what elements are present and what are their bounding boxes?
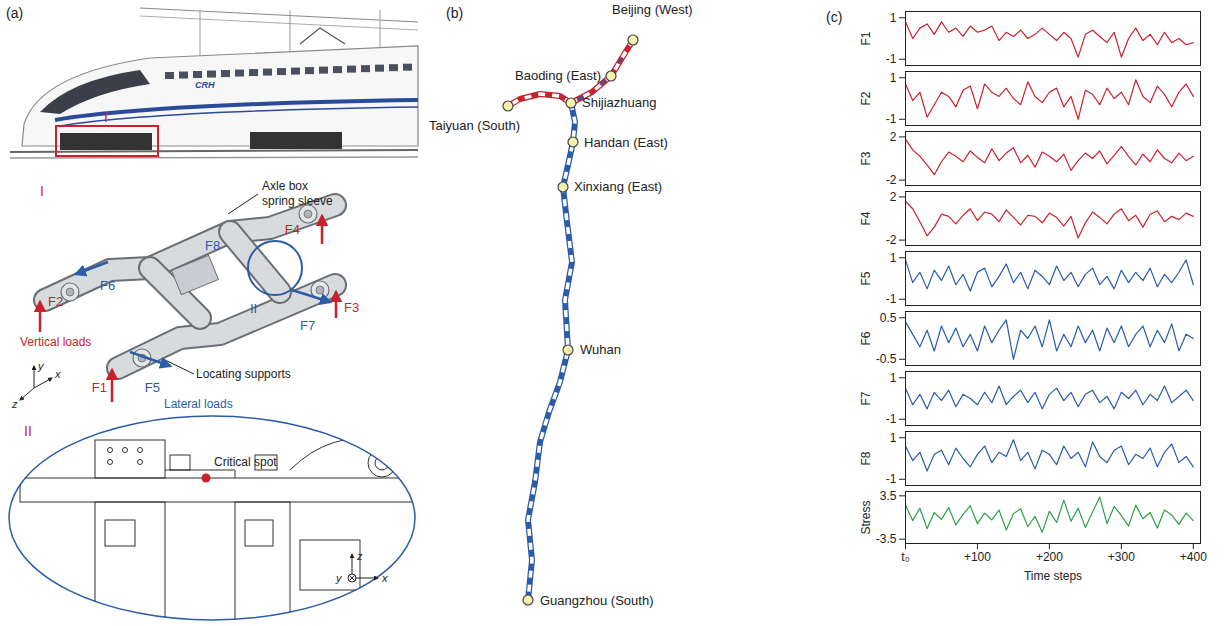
svg-text:II: II	[250, 301, 257, 316]
svg-text:F2: F2	[48, 294, 63, 309]
svg-text:F1: F1	[859, 31, 873, 45]
svg-text:Taiyuan (South): Taiyuan (South)	[429, 118, 520, 133]
svg-text:+100: +100	[964, 550, 991, 564]
svg-text:Critical spot: Critical spot	[214, 455, 277, 469]
svg-text:1: 1	[890, 431, 897, 445]
svg-text:Wuhan: Wuhan	[580, 342, 621, 357]
svg-text:F2: F2	[859, 91, 873, 105]
svg-text:-2: -2	[886, 173, 897, 187]
svg-text:1: 1	[890, 371, 897, 385]
svg-text:-1: -1	[886, 292, 897, 306]
svg-text:Baoding (East): Baoding (East)	[515, 68, 601, 83]
svg-text:Vertical loads: Vertical loads	[20, 335, 91, 349]
svg-text:F6: F6	[859, 331, 873, 345]
svg-text:-2: -2	[886, 233, 897, 247]
svg-text:Beijing (West): Beijing (West)	[612, 2, 693, 17]
svg-text:1: 1	[890, 251, 897, 265]
svg-text:Guangzhou (South): Guangzhou (South)	[540, 593, 653, 608]
svg-text:(a): (a)	[6, 5, 23, 21]
svg-text:z: z	[356, 550, 363, 562]
svg-text:-1: -1	[886, 472, 897, 486]
svg-text:(b): (b)	[446, 5, 463, 21]
svg-text:+300: +300	[1108, 550, 1135, 564]
svg-text:Axle box: Axle box	[262, 179, 308, 193]
svg-text:Stress: Stress	[859, 500, 873, 534]
svg-text:Time steps: Time steps	[1024, 569, 1082, 583]
svg-text:II: II	[24, 423, 32, 439]
svg-text:F4: F4	[859, 211, 873, 225]
svg-text:Locating supports: Locating supports	[196, 367, 291, 381]
svg-text:x: x	[54, 368, 61, 380]
svg-text:F3: F3	[859, 151, 873, 165]
svg-text:F5: F5	[145, 380, 160, 395]
svg-text:+200: +200	[1036, 550, 1063, 564]
svg-text:I: I	[104, 109, 108, 125]
svg-text:I: I	[40, 183, 44, 199]
svg-text:F4: F4	[285, 222, 300, 237]
svg-text:F1: F1	[92, 380, 107, 395]
svg-text:z: z	[11, 398, 18, 410]
svg-text:-0.5: -0.5	[876, 352, 897, 366]
svg-text:spring sleeve: spring sleeve	[262, 194, 333, 208]
svg-text:t₀: t₀	[901, 550, 909, 564]
svg-text:1: 1	[890, 71, 897, 85]
svg-text:x: x	[381, 572, 388, 584]
svg-text:2: 2	[890, 130, 897, 144]
svg-text:F7: F7	[300, 318, 315, 333]
svg-text:3.5: 3.5	[880, 489, 897, 503]
svg-text:Handan (East): Handan (East)	[584, 135, 668, 150]
svg-text:F3: F3	[344, 300, 359, 315]
svg-text:CRH: CRH	[195, 80, 215, 90]
svg-text:-1: -1	[886, 112, 897, 126]
svg-text:Shijiazhuang: Shijiazhuang	[582, 95, 656, 110]
svg-text:Lateral loads: Lateral loads	[164, 397, 233, 411]
svg-text:F6: F6	[100, 278, 115, 293]
svg-text:F8: F8	[205, 238, 220, 253]
svg-text:-1: -1	[886, 412, 897, 426]
svg-text:(c): (c)	[826, 9, 842, 25]
svg-text:2: 2	[890, 190, 897, 204]
svg-text:Xinxiang (East): Xinxiang (East)	[574, 179, 662, 194]
svg-text:0.5: 0.5	[880, 311, 897, 325]
svg-text:-1: -1	[886, 52, 897, 66]
svg-text:1: 1	[890, 11, 897, 25]
svg-text:y: y	[37, 360, 45, 372]
svg-text:F7: F7	[859, 391, 873, 405]
svg-text:F5: F5	[859, 271, 873, 285]
svg-text:-3.5: -3.5	[876, 532, 897, 546]
svg-text:y: y	[335, 572, 343, 584]
svg-text:+400: +400	[1180, 550, 1207, 564]
svg-text:F8: F8	[859, 451, 873, 465]
